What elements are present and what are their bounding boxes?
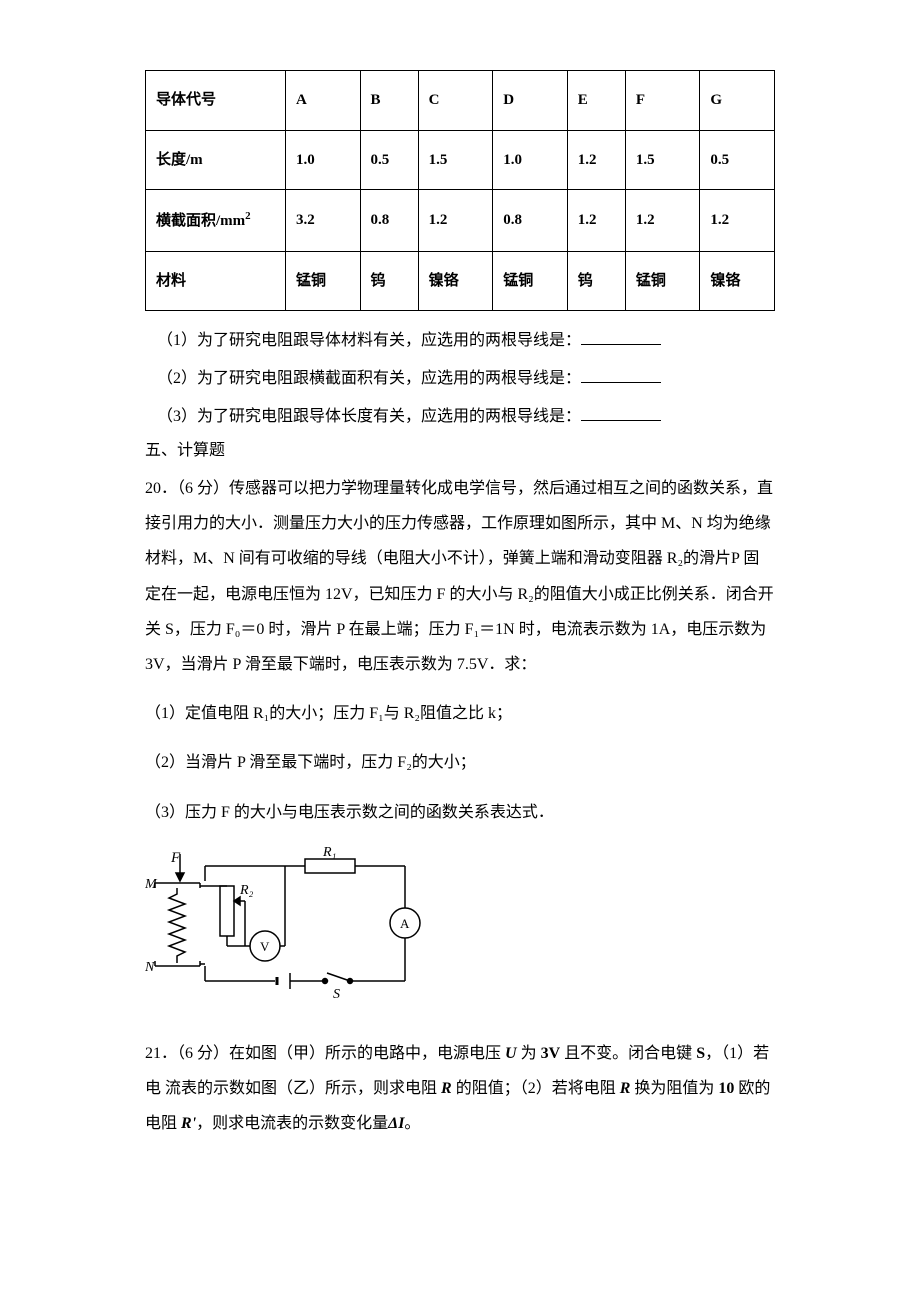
cell: 1.2 [700,190,775,252]
cell: 钨 [360,251,418,311]
cell: 0.8 [493,190,568,252]
cell: 锰铜 [625,251,700,311]
q21-dI: ΔI [388,1115,404,1132]
q20-number: 20．（6 分） [145,480,229,497]
row-label: 长度/m [146,130,286,190]
q21-t3: 且不变。闭合电键 [560,1045,696,1062]
section-5-heading: 五、计算题 [145,439,775,463]
label-text: 横截面积/mm [156,213,245,229]
q20-part1: （1）定值电阻 R₁的大小；压力 F₁与 R₂阻值之比 k； [145,696,775,731]
q21-10: 10 [718,1080,734,1097]
q21-t10: 。 [404,1115,420,1132]
cell: 0.5 [360,130,418,190]
th: G [700,71,775,131]
table-row: 长度/m 1.0 0.5 1.5 1.0 1.2 1.5 0.5 [146,130,775,190]
cell: 1.5 [418,130,493,190]
th: E [567,71,625,131]
q21-t2: 为 [517,1045,541,1062]
question-20: 20．（6 分）传感器可以把力学物理量转化成电学信号，然后通过相互之间的函数关系… [145,471,775,682]
cell: 锰铜 [286,251,361,311]
cell: 3.2 [286,190,361,252]
label-M: M [145,877,158,892]
th-label: 导体代号 [146,71,286,131]
sub-q1-text: （1）为了研究电阻跟导体材料有关，应选用的两根导线是： [157,332,581,349]
q21-R: R [441,1080,452,1097]
label-sup: 2 [245,210,251,222]
row-label: 材料 [146,251,286,311]
th: F [625,71,700,131]
q21-t4: ， [705,1045,721,1062]
label-S: S [333,987,340,1002]
blank-line [581,329,661,345]
th: A [286,71,361,131]
th: B [360,71,418,131]
th: C [418,71,493,131]
row-label: 横截面积/mm2 [146,190,286,252]
question-21: 21．（6 分）在如图（甲）所示的电路中，电源电压 U 为 3V 且不变。闭合电… [145,1036,775,1142]
q21-Rp: R' [181,1115,196,1132]
cell: 1.2 [567,130,625,190]
q21-t7: 换为阻值为 [630,1080,718,1097]
q21-t6: 的阻值；（2）若将电阻 [452,1080,620,1097]
cell: 镍铬 [418,251,493,311]
q21-R2: R [620,1080,631,1097]
q21-S: S [696,1045,705,1062]
cell: 1.2 [567,190,625,252]
label-F: F [170,850,181,866]
sub-q2-text: （2）为了研究电阻跟横截面积有关，应选用的两根导线是： [157,370,581,387]
label-R2: R₂ [239,883,254,898]
th: D [493,71,568,131]
label-A: A [400,916,410,931]
blank-line [581,367,661,383]
conductor-table: 导体代号 A B C D E F G 长度/m 1.0 0.5 1.5 1.0 … [145,70,775,311]
cell: 1.2 [625,190,700,252]
circuit-diagram: F M N R₂ R₁ V A S [145,846,445,1006]
q21-number: 21．（6 分） [145,1045,229,1062]
blank-line [581,405,661,421]
sub-question-3: （3）为了研究电阻跟导体长度有关，应选用的两根导线是： [145,405,775,429]
label-R1: R₁ [322,846,336,860]
cell: 1.5 [625,130,700,190]
cell: 1.0 [493,130,568,190]
cell: 钨 [567,251,625,311]
cell: 0.8 [360,190,418,252]
cell: 镍铬 [700,251,775,311]
q21-t1: 在如图（甲）所示的电路中，电源电压 [229,1045,505,1062]
q20-body: 传感器可以把力学物理量转化成电学信号，然后通过相互之间的函数关系，直接引用力的大… [145,480,774,673]
sub-question-2: （2）为了研究电阻跟横截面积有关，应选用的两根导线是： [145,367,775,391]
table-row: 横截面积/mm2 3.2 0.8 1.2 0.8 1.2 1.2 1.2 [146,190,775,252]
cell: 锰铜 [493,251,568,311]
sub-question-1: （1）为了研究电阻跟导体材料有关，应选用的两根导线是： [145,329,775,353]
cell: 1.0 [286,130,361,190]
table-row: 材料 锰铜 钨 镍铬 锰铜 钨 锰铜 镍铬 [146,251,775,311]
label-V: V [260,939,270,954]
sub-q3-text: （3）为了研究电阻跟导体长度有关，应选用的两根导线是： [157,408,581,425]
label-N: N [145,960,155,975]
q21-U: U [505,1045,517,1062]
q21-3v: 3V [541,1045,561,1062]
cell: 0.5 [700,130,775,190]
q20-part3: （3）压力 F 的大小与电压表示数之间的函数关系表达式． [145,795,775,830]
q21-t9: ，则求电流表的示数变化量 [196,1115,388,1132]
q20-part2: （2）当滑片 P 滑至最下端时，压力 F₂的大小； [145,745,775,780]
cell: 1.2 [418,190,493,252]
table-row: 导体代号 A B C D E F G [146,71,775,131]
